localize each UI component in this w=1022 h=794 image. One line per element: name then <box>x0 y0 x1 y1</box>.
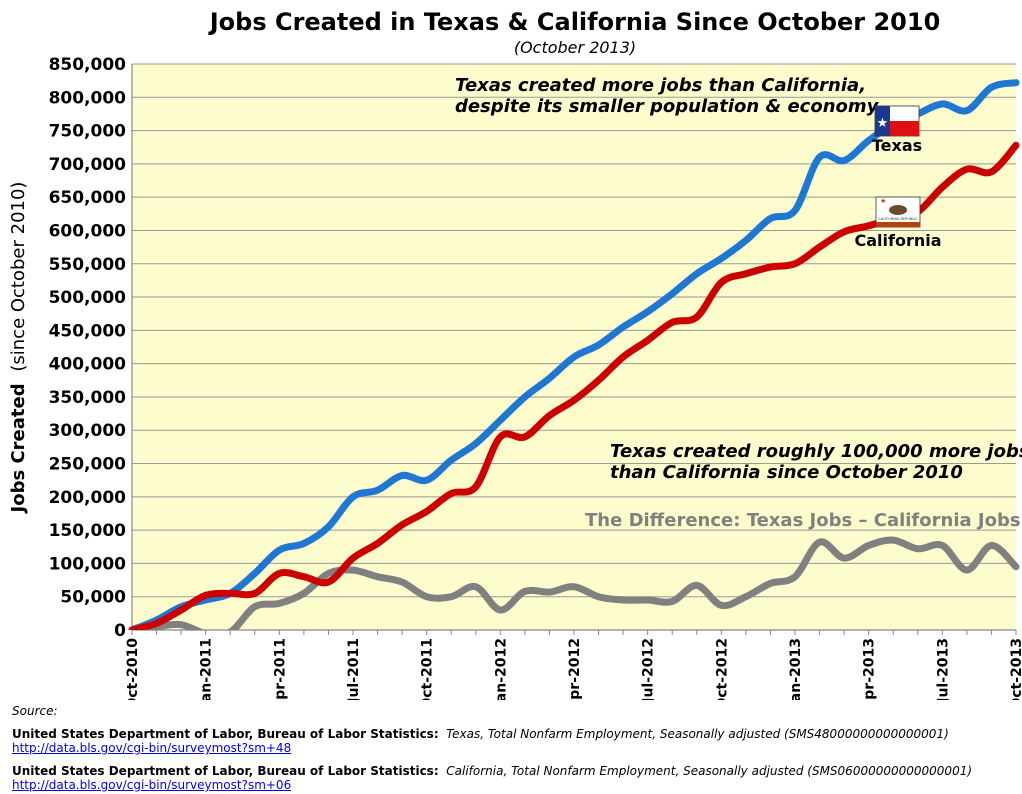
chart: Jobs Created in Texas & California Since… <box>8 8 1022 700</box>
y-tick-label: 550,000 <box>49 255 127 275</box>
x-tick-label: Oct-2013 <box>1009 638 1022 700</box>
source-entry-california: United States Department of Labor, Burea… <box>12 764 972 792</box>
x-tick-label: Apr-2012 <box>567 638 583 700</box>
annotation-mid-line2: than California since October 2010 <box>610 462 963 483</box>
x-tick-label: Apr-2013 <box>862 638 878 700</box>
source-entry-texas: United States Department of Labor, Burea… <box>12 727 949 755</box>
source-link-california[interactable]: http://data.bls.gov/cgi-bin/surveymost?s… <box>12 778 292 792</box>
y-tick-label: 800,000 <box>49 88 127 108</box>
y-tick-label: 500,000 <box>49 288 127 308</box>
chart-subtitle: (October 2013) <box>514 38 636 57</box>
svg-text:★: ★ <box>880 197 886 205</box>
x-tick-labels: Oct-2010 Jan-2011 Apr-2011 Jul-2011 Oct-2011… <box>125 630 1022 700</box>
x-tick-label: Jan-2012 <box>493 638 509 700</box>
x-tick-label: Jan-2011 <box>199 638 215 700</box>
series-line-difference <box>128 536 1020 630</box>
svg-text:★: ★ <box>877 116 889 131</box>
source-label: Source: <box>12 704 58 718</box>
source-desc: California, Total Nonfarm Employment, Se… <box>446 764 973 778</box>
y-tick-labels: 0 50,000 100,000 150,000 200,000 250,000 300,0… <box>49 55 127 641</box>
y-tick-label: 0 <box>114 621 126 641</box>
source-link-texas[interactable]: http://data.bls.gov/cgi-bin/surveymost?s… <box>12 741 292 755</box>
x-tick-label: Oct-2011 <box>420 638 436 700</box>
y-tick-label: 100,000 <box>49 554 127 574</box>
y-tick-label: 700,000 <box>49 155 127 175</box>
y-axis-label-bold: Jobs Created <box>8 383 29 514</box>
texas-label: Texas <box>872 136 922 155</box>
y-tick-label: 250,000 <box>49 455 127 475</box>
x-tick-label: Jan-2013 <box>788 638 804 700</box>
california-flag-text: CALIFORNIA REPUBLIC <box>878 217 918 221</box>
x-tick-label: Jul-2013 <box>935 638 951 700</box>
x-tick-label: Oct-2010 <box>125 638 141 700</box>
source-desc: Texas, Total Nonfarm Employment, Seasona… <box>446 727 949 741</box>
california-label: California <box>854 231 941 250</box>
y-axis-label-rest: (since October 2010) <box>8 182 29 372</box>
x-tick-label: Oct-2012 <box>714 638 730 700</box>
difference-label: The Difference: Texas Jobs – California … <box>585 510 1021 531</box>
california-flag-icon: ★ CALIFORNIA REPUBLIC <box>875 196 921 228</box>
y-tick-label: 600,000 <box>49 221 127 241</box>
x-tick-label: Jul-2012 <box>641 638 657 700</box>
y-tick-label: 850,000 <box>49 55 127 75</box>
source-org: United States Department of Labor, Burea… <box>12 727 439 741</box>
y-axis-label: Jobs Created (since October 2010) <box>8 182 29 515</box>
series-lines <box>128 79 1020 630</box>
series-line-california <box>128 141 1020 630</box>
annotation-top-line2: despite its smaller population & economy <box>455 96 880 117</box>
source-org: United States Department of Labor, Burea… <box>12 764 439 778</box>
plot-area <box>132 64 1016 630</box>
texas-flag-icon: ★ <box>874 105 920 137</box>
x-tick-label: Apr-2011 <box>272 638 288 700</box>
y-tick-label: 200,000 <box>49 488 127 508</box>
x-tick-label: Jul-2011 <box>346 638 362 700</box>
y-tick-label: 350,000 <box>49 388 127 408</box>
y-tick-label: 300,000 <box>49 421 127 441</box>
y-tick-label: 400,000 <box>49 355 127 375</box>
y-tick-label: 150,000 <box>49 521 127 541</box>
y-tick-label: 450,000 <box>49 321 127 341</box>
annotation-top-line1: Texas created more jobs than California, <box>455 75 866 96</box>
y-tick-label: 650,000 <box>49 188 127 208</box>
chart-title: Jobs Created in Texas & California Since… <box>208 8 941 36</box>
y-tick-label: 750,000 <box>49 122 127 142</box>
series-line-texas <box>128 79 1020 630</box>
y-tick-label: 50,000 <box>60 588 126 608</box>
annotation-mid-line1: Texas created roughly 100,000 more jobs <box>610 441 1022 462</box>
